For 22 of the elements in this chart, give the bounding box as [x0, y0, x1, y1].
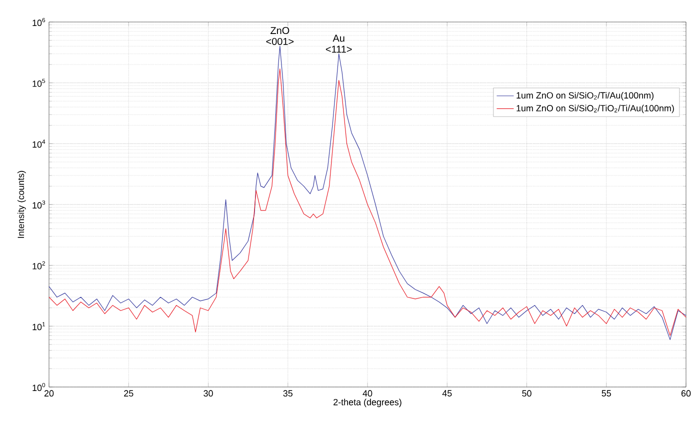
- x-tick-label: 40: [362, 390, 372, 397]
- x-tick-label: 20: [44, 390, 54, 397]
- x-tick-label: 45: [442, 390, 452, 396]
- x-tick-label: 60: [681, 390, 691, 397]
- y-tick-label: 10$^{6}$: [32, 18, 46, 26]
- y-tick-label: 10$^{5}$: [32, 78, 46, 87]
- y-tick-label: 10$^{0}$: [32, 382, 46, 392]
- x-axis-title: 2-theta (degrees): [334, 398, 402, 408]
- annotation: Au <111>: [326, 34, 352, 53]
- x-tick-label: 30: [204, 390, 213, 397]
- x-tick-label: 35: [283, 390, 292, 397]
- y-tick-label: 10$^{3}$: [32, 200, 46, 209]
- y-tick-label: 10$^{4}$: [32, 140, 46, 148]
- y-axis-title: Intensity (counts): [17, 170, 26, 238]
- x-tick-label: 55: [602, 390, 611, 396]
- y-tick-label: 10$^{2}$: [32, 261, 46, 270]
- legend-label: 1um ZnO on Si/SiO$_{2}$/Ti/Au(100nm): [516, 92, 654, 100]
- y-tick-label: 10$^{1}$: [32, 322, 46, 330]
- x-tick-label: 25: [124, 390, 134, 397]
- annotation: ZnO <001>: [266, 27, 294, 46]
- legend-label: 1um ZnO on Si/SiO$_{2}$/TiO$_{2}$/Ti/Au(100nm): [516, 104, 674, 114]
- x-tick-label: 50: [522, 390, 532, 397]
